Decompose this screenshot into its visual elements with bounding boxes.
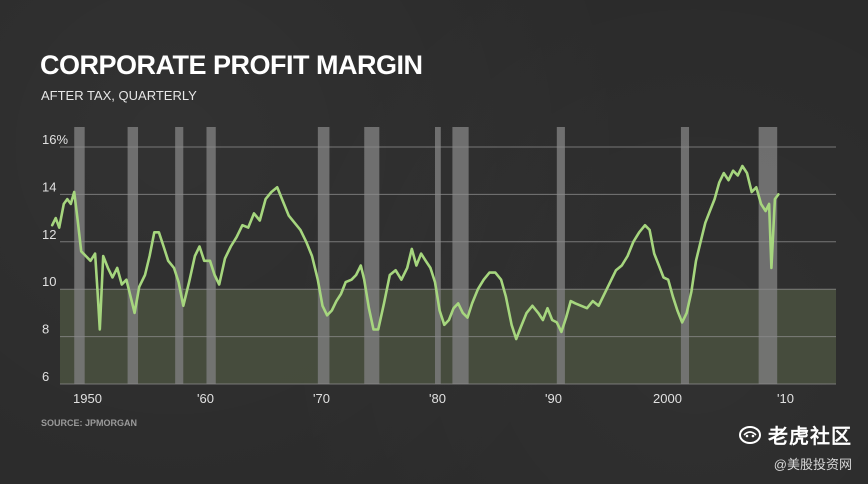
x-tick-label: '10 [777, 391, 794, 406]
x-tick-label: '90 [545, 391, 562, 406]
recession-bar [435, 127, 441, 384]
y-tick-label: 8 [42, 322, 49, 337]
recession-bar [74, 127, 85, 384]
profit-margin-line [50, 164, 780, 341]
recession-bar [452, 127, 469, 384]
watermark-brand: 老虎社区 [768, 426, 852, 448]
recession-bar [175, 127, 184, 384]
recession-bar [317, 127, 330, 384]
chart-title: CORPORATE PROFIT MARGIN [40, 50, 423, 80]
recession-bar [127, 127, 139, 384]
chart-subtitle: AFTER TAX, QUARTERLY [41, 88, 197, 103]
y-tick-label: 14 [42, 179, 56, 194]
watermark-handle: @美股投资网 [773, 457, 852, 472]
recession-bar [758, 127, 778, 384]
source-note: SOURCE: JPMORGAN [41, 418, 138, 428]
y-tick-label: 12 [42, 227, 56, 242]
watermark: 老虎社区 [738, 420, 852, 449]
recession-bar [680, 127, 690, 384]
x-tick-label: '60 [197, 391, 214, 406]
x-tick-label: '70 [313, 391, 330, 406]
y-tick-label: 16% [42, 132, 68, 147]
tiger-logo-icon [739, 425, 761, 444]
recession-bar [206, 127, 216, 384]
recession-bar [556, 127, 565, 384]
x-tick-label: 1950 [73, 391, 102, 406]
x-tick-label: 2000 [653, 391, 682, 406]
y-tick-label: 6 [42, 369, 49, 384]
y-tick-label: 10 [42, 274, 56, 289]
x-tick-label: '80 [429, 391, 446, 406]
recession-bar [364, 127, 380, 384]
